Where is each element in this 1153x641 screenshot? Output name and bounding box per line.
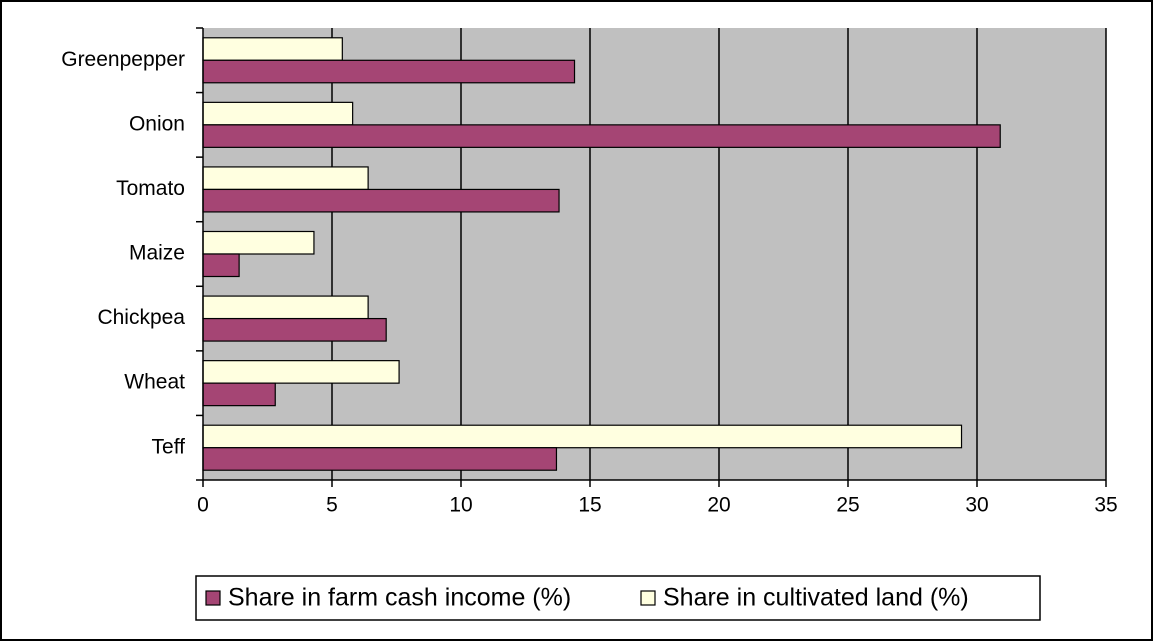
bar xyxy=(202,37,343,61)
x-tick-label: 25 xyxy=(836,494,859,517)
bar xyxy=(202,101,354,126)
y-tick-label: Greenpepper xyxy=(61,48,185,71)
y-tick-label: Wheat xyxy=(124,371,185,394)
bar xyxy=(202,230,315,255)
bar xyxy=(202,295,369,320)
bar xyxy=(202,424,963,449)
bar xyxy=(202,166,369,191)
y-tick-label: Teff xyxy=(152,435,186,458)
bar xyxy=(202,253,240,278)
bar xyxy=(202,382,276,407)
y-tick-label: Onion xyxy=(129,112,185,135)
bar xyxy=(202,447,558,471)
y-tick-label: Maize xyxy=(129,242,185,265)
bar xyxy=(202,124,1001,148)
legend-swatch xyxy=(640,590,656,606)
x-tick-label: 35 xyxy=(1094,494,1117,517)
bar xyxy=(202,188,560,213)
x-tick-label: 0 xyxy=(197,494,209,517)
y-tick-label: Chickpea xyxy=(97,306,185,329)
legend-label: Share in cultivated land (%) xyxy=(663,584,969,612)
y-tick-label: Tomato xyxy=(116,177,185,200)
bar xyxy=(202,59,576,84)
x-tick-label: 5 xyxy=(326,494,338,517)
x-tick-label: 20 xyxy=(707,494,730,517)
bar xyxy=(202,317,387,342)
legend-swatch xyxy=(205,590,221,606)
legend-box xyxy=(195,575,1041,621)
plot-area xyxy=(203,28,1106,480)
x-tick-label: 15 xyxy=(578,494,601,517)
legend-label: Share in farm cash income (%) xyxy=(228,584,571,612)
bar xyxy=(202,360,400,384)
x-tick-label: 30 xyxy=(965,494,988,517)
x-tick-label: 10 xyxy=(449,494,472,517)
